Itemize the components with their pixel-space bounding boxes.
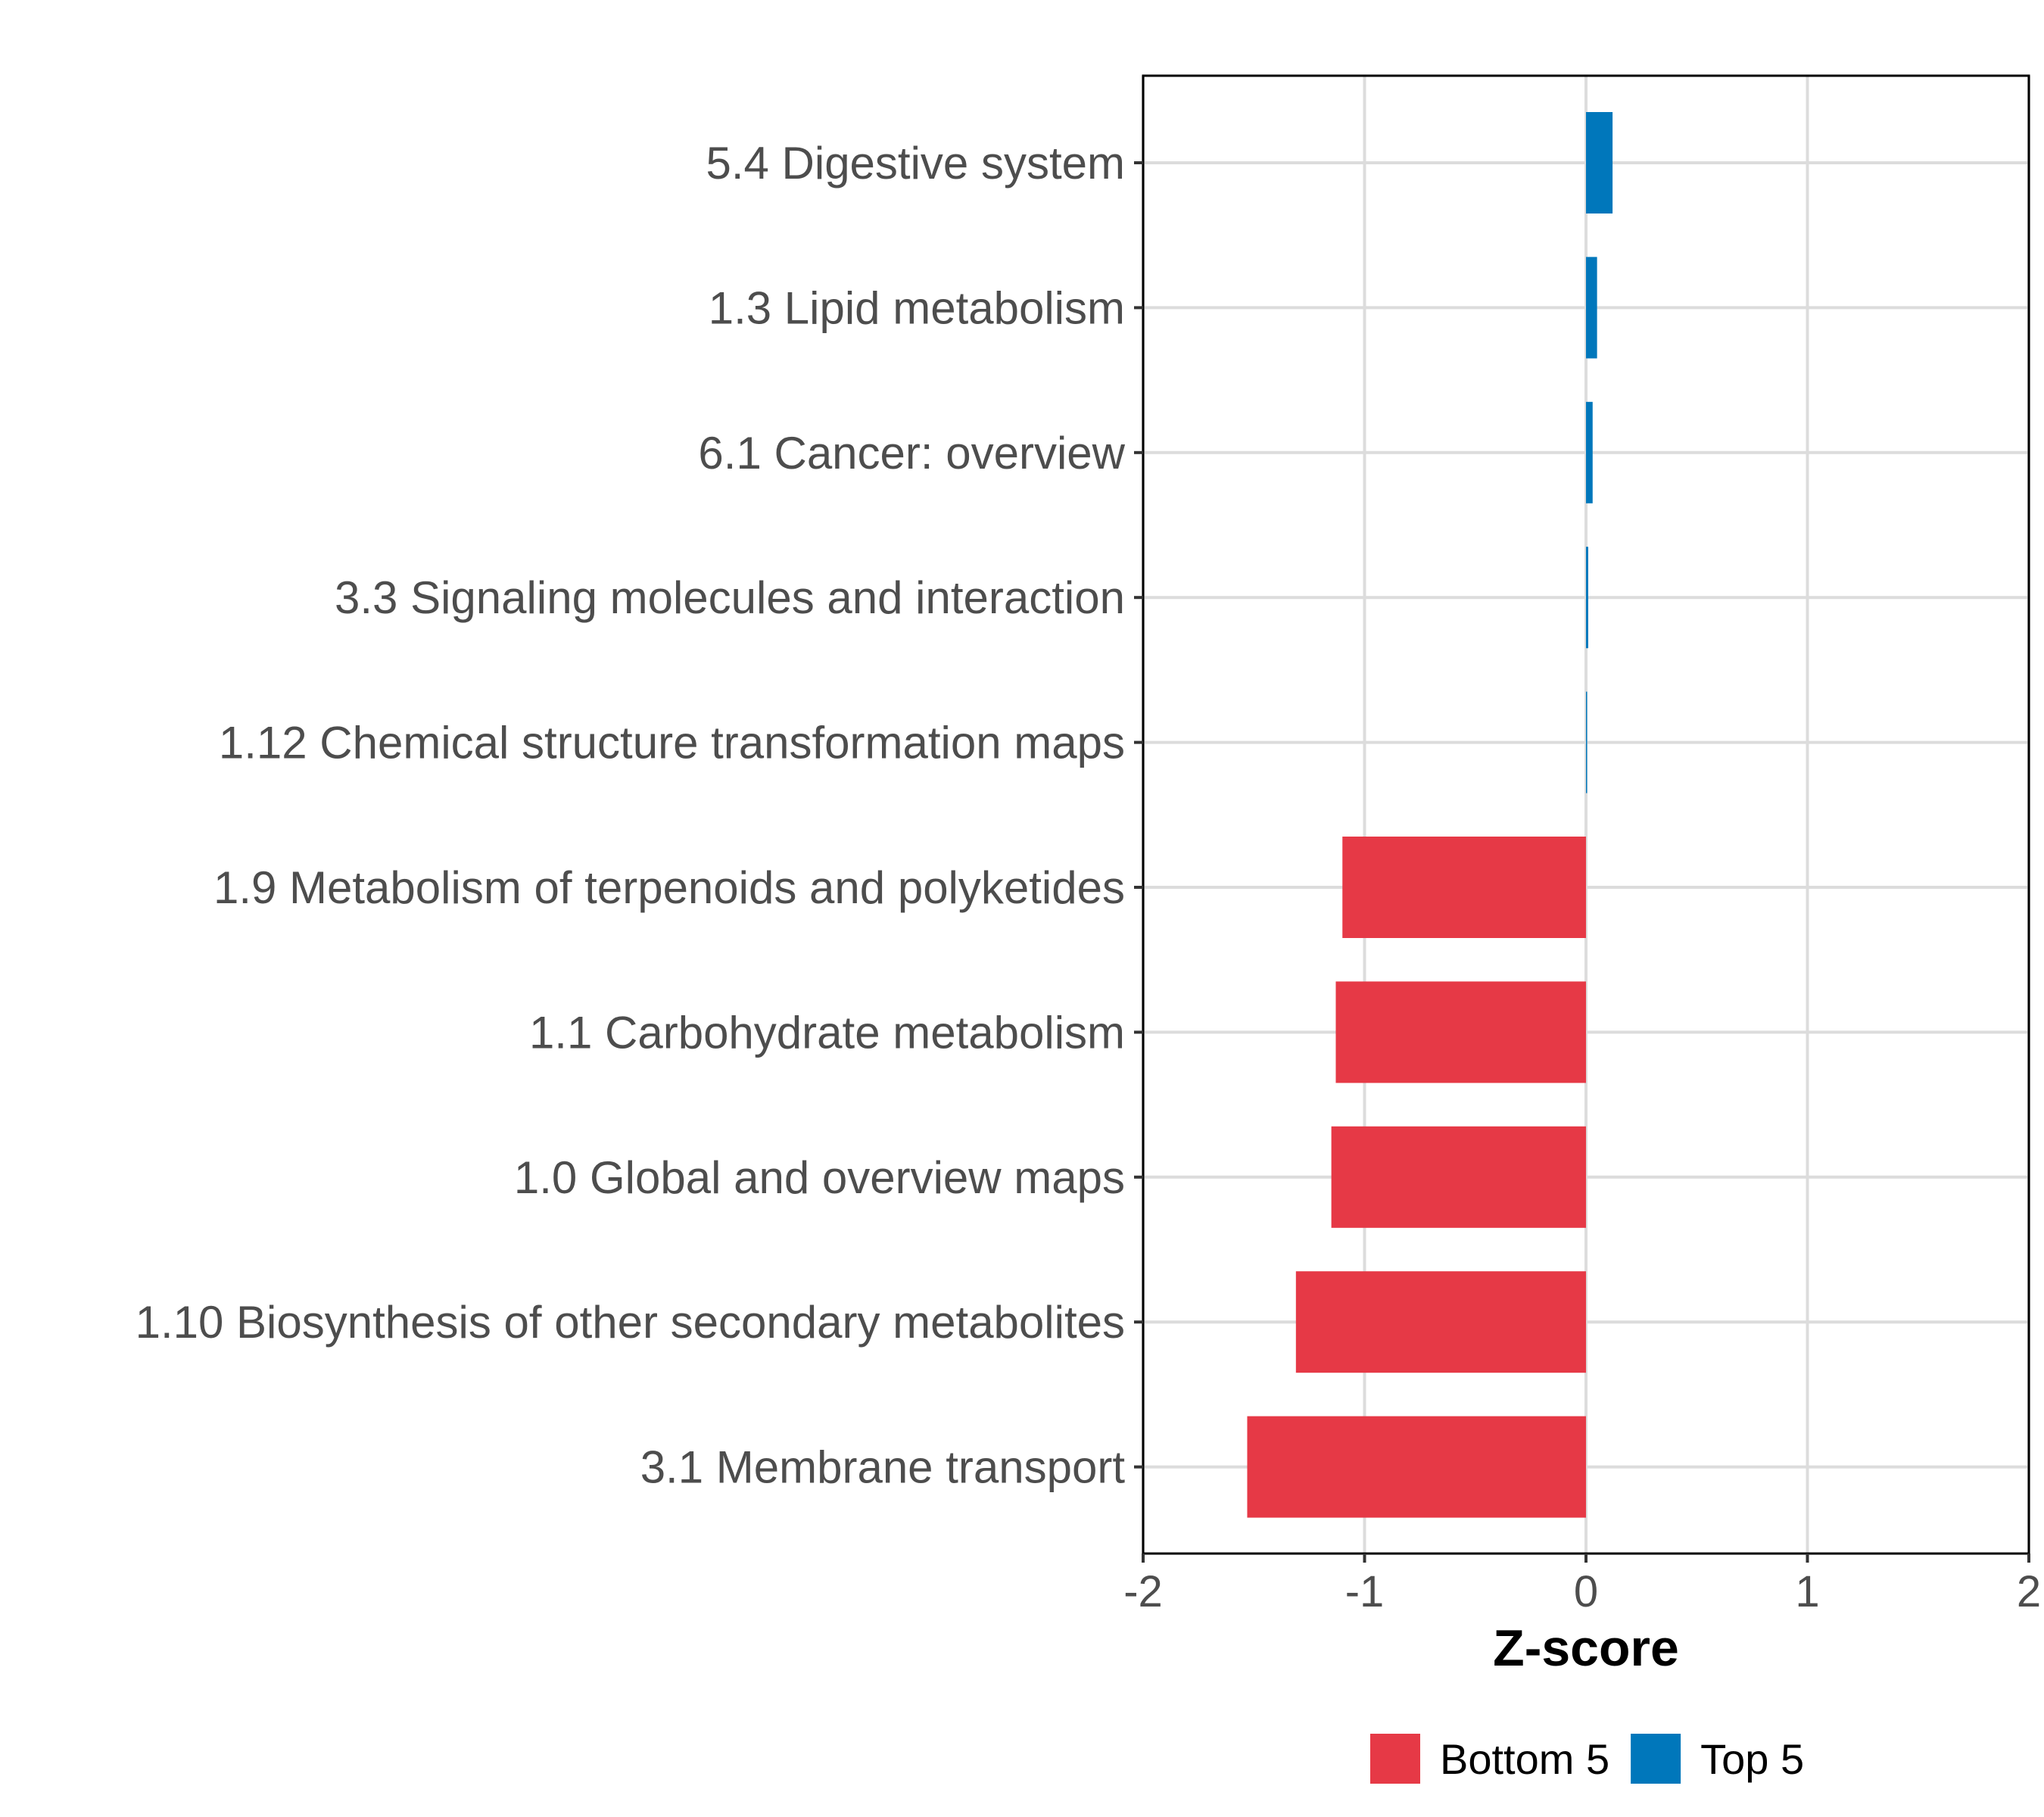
bar (1586, 112, 1613, 213)
x-tick-label: 0 (1574, 1567, 1598, 1616)
y-tick-label: 3.3 Signaling molecules and interaction (335, 572, 1125, 623)
y-tick-label: 1.9 Metabolism of terpenoids and polyket… (213, 862, 1125, 913)
y-tick-label: 6.1 Cancer: overview (698, 428, 1125, 478)
bar (1295, 1271, 1586, 1373)
bar (1586, 691, 1588, 793)
x-tick-label: -2 (1123, 1567, 1163, 1616)
x-tick-label: -1 (1345, 1567, 1385, 1616)
y-tick-label: 1.12 Chemical structure transformation m… (219, 718, 1125, 768)
legend-label-0: Bottom 5 (1440, 1735, 1609, 1783)
legend-swatch-1 (1631, 1734, 1681, 1784)
legend-swatch-0 (1370, 1734, 1420, 1784)
bar (1342, 837, 1586, 938)
bar (1586, 401, 1593, 503)
legend-label-1: Top 5 (1700, 1735, 1804, 1783)
y-tick-label: 3.1 Membrane transport (640, 1442, 1126, 1493)
y-tick-label: 1.10 Biosynthesis of other secondary met… (136, 1297, 1125, 1348)
x-axis: -2 -1 0 1 2 (1123, 1554, 2041, 1616)
bar (1335, 981, 1586, 1083)
y-tick-label: 1.3 Lipid metabolism (709, 282, 1125, 333)
y-axis: 5.4 Digestive system 1.3 Lipid metabolism… (136, 138, 1143, 1493)
legend: Bottom 5 Top 5 (1370, 1734, 1804, 1784)
bar (1586, 257, 1597, 359)
y-tick-label: 1.0 Global and overview maps (514, 1152, 1125, 1203)
bar (1247, 1416, 1586, 1518)
bar (1586, 547, 1588, 649)
bars (1247, 112, 1613, 1518)
bar (1331, 1126, 1586, 1228)
x-tick-label: 2 (2017, 1567, 2041, 1616)
x-tick-label: 1 (1795, 1567, 1819, 1616)
y-tick-label: 1.1 Carbohydrate metabolism (529, 1007, 1125, 1058)
x-axis-title: Z-score (1493, 1619, 1679, 1677)
y-tick-label: 5.4 Digestive system (706, 138, 1125, 189)
